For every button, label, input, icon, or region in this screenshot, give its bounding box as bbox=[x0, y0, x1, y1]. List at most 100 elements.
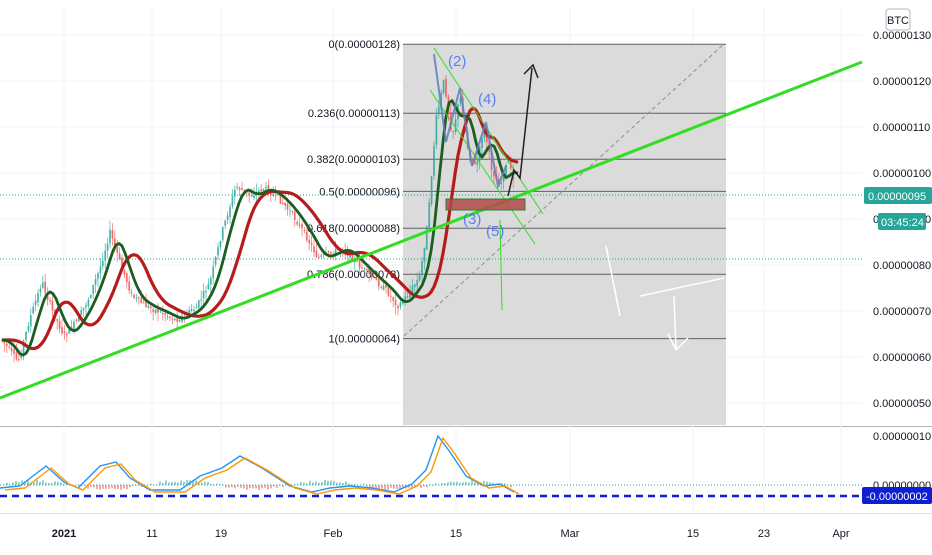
candle-174[interactable] bbox=[418, 275, 421, 281]
candle-58[interactable] bbox=[140, 297, 143, 303]
candle-97[interactable] bbox=[233, 189, 236, 197]
candle-37[interactable] bbox=[89, 294, 92, 299]
candle-9[interactable] bbox=[22, 340, 25, 354]
candle-166[interactable] bbox=[399, 302, 402, 307]
candle-104[interactable] bbox=[250, 195, 253, 197]
candle-47[interactable] bbox=[113, 238, 116, 247]
candle-96[interactable] bbox=[231, 196, 234, 207]
candle-122[interactable] bbox=[293, 211, 296, 220]
candle-78[interactable] bbox=[188, 310, 191, 315]
candle-26[interactable] bbox=[63, 331, 66, 334]
candle-123[interactable] bbox=[296, 221, 299, 225]
candle-129[interactable] bbox=[310, 243, 313, 246]
candle-146[interactable] bbox=[351, 254, 354, 262]
candle-103[interactable] bbox=[248, 192, 251, 196]
last-price-badge[interactable] bbox=[864, 187, 932, 204]
candle-119[interactable] bbox=[286, 204, 289, 210]
candle-171[interactable] bbox=[411, 286, 414, 293]
candle-126[interactable] bbox=[303, 230, 306, 232]
projection-path[interactable] bbox=[507, 67, 533, 197]
candle-52[interactable] bbox=[125, 273, 128, 283]
candle-2[interactable] bbox=[5, 343, 8, 347]
candle-24[interactable] bbox=[58, 320, 61, 329]
candle-191[interactable] bbox=[459, 97, 462, 104]
candle-1[interactable] bbox=[3, 340, 6, 344]
currency-badge[interactable] bbox=[885, 8, 911, 31]
candle-50[interactable] bbox=[121, 257, 123, 268]
candle-86[interactable] bbox=[207, 283, 210, 290]
candle-168[interactable] bbox=[404, 296, 407, 300]
candle-3[interactable] bbox=[8, 346, 11, 348]
candle-85[interactable] bbox=[205, 290, 207, 293]
candle-101[interactable] bbox=[243, 189, 246, 191]
candle-157[interactable] bbox=[377, 279, 380, 287]
candle-54[interactable] bbox=[130, 291, 133, 293]
candle-208[interactable] bbox=[500, 182, 503, 185]
candle-189[interactable] bbox=[454, 119, 457, 132]
candle-94[interactable] bbox=[226, 215, 229, 220]
candle-180[interactable] bbox=[433, 145, 435, 176]
candle-177[interactable] bbox=[425, 226, 428, 250]
candle-158[interactable] bbox=[380, 286, 383, 289]
candle-10[interactable] bbox=[25, 331, 27, 340]
candle-113[interactable] bbox=[272, 193, 275, 197]
candle-30[interactable] bbox=[73, 321, 75, 330]
candle-172[interactable] bbox=[413, 284, 416, 288]
candle-12[interactable] bbox=[29, 315, 32, 327]
candle-81[interactable] bbox=[195, 307, 198, 309]
candle-7[interactable] bbox=[17, 359, 20, 361]
osc-value-badge[interactable] bbox=[862, 487, 932, 504]
candle-61[interactable] bbox=[147, 305, 150, 308]
candle-69[interactable] bbox=[166, 316, 169, 318]
candle-162[interactable] bbox=[389, 295, 392, 297]
candle-31[interactable] bbox=[75, 319, 78, 321]
candle-45[interactable] bbox=[109, 229, 111, 244]
candle-145[interactable] bbox=[349, 253, 351, 258]
candle-53[interactable] bbox=[128, 281, 131, 291]
candle-125[interactable] bbox=[301, 224, 303, 229]
candle-82[interactable] bbox=[197, 300, 200, 308]
candle-154[interactable] bbox=[370, 274, 373, 278]
candle-139[interactable] bbox=[334, 249, 337, 256]
candle-165[interactable] bbox=[397, 306, 399, 309]
candle-80[interactable] bbox=[193, 310, 195, 312]
candle-20[interactable] bbox=[49, 300, 51, 302]
candle-19[interactable] bbox=[46, 294, 49, 300]
candle-100[interactable] bbox=[241, 188, 243, 191]
candle-150[interactable] bbox=[361, 267, 363, 269]
candle-105[interactable] bbox=[253, 195, 255, 199]
candle-55[interactable] bbox=[133, 294, 135, 298]
candle-176[interactable] bbox=[423, 247, 426, 263]
candle-131[interactable] bbox=[315, 250, 318, 257]
candle-184[interactable] bbox=[442, 79, 445, 93]
candle-15[interactable] bbox=[37, 292, 39, 303]
candle-73[interactable] bbox=[176, 318, 179, 322]
candle-127[interactable] bbox=[305, 231, 308, 241]
ma-slow-line[interactable] bbox=[2, 106, 519, 351]
candle-99[interactable] bbox=[238, 187, 241, 190]
candle-71[interactable] bbox=[171, 318, 174, 320]
candle-92[interactable] bbox=[221, 227, 224, 240]
candle-132[interactable] bbox=[317, 256, 320, 258]
candle-87[interactable] bbox=[209, 277, 212, 285]
candle-151[interactable] bbox=[363, 268, 366, 270]
candle-38[interactable] bbox=[92, 284, 95, 294]
candle-42[interactable] bbox=[101, 260, 104, 267]
candle-116[interactable] bbox=[279, 194, 282, 204]
candle-68[interactable] bbox=[164, 313, 167, 316]
ma-fast-line[interactable] bbox=[1, 99, 519, 357]
candle-137[interactable] bbox=[329, 251, 332, 254]
candle-160[interactable] bbox=[385, 285, 387, 288]
candle-16[interactable] bbox=[39, 288, 42, 293]
candle-155[interactable] bbox=[373, 276, 375, 278]
candle-67[interactable] bbox=[161, 312, 164, 315]
candle-93[interactable] bbox=[224, 220, 227, 226]
candle-124[interactable] bbox=[298, 224, 301, 226]
candle-40[interactable] bbox=[97, 272, 99, 280]
osc-line-fast[interactable] bbox=[0, 434, 515, 493]
osc-line-slow[interactable] bbox=[4, 436, 520, 495]
candle-164[interactable] bbox=[394, 299, 397, 306]
candle-72[interactable] bbox=[173, 318, 176, 321]
elliott-wave-path[interactable] bbox=[433, 53, 507, 190]
candle-48[interactable] bbox=[116, 244, 119, 253]
